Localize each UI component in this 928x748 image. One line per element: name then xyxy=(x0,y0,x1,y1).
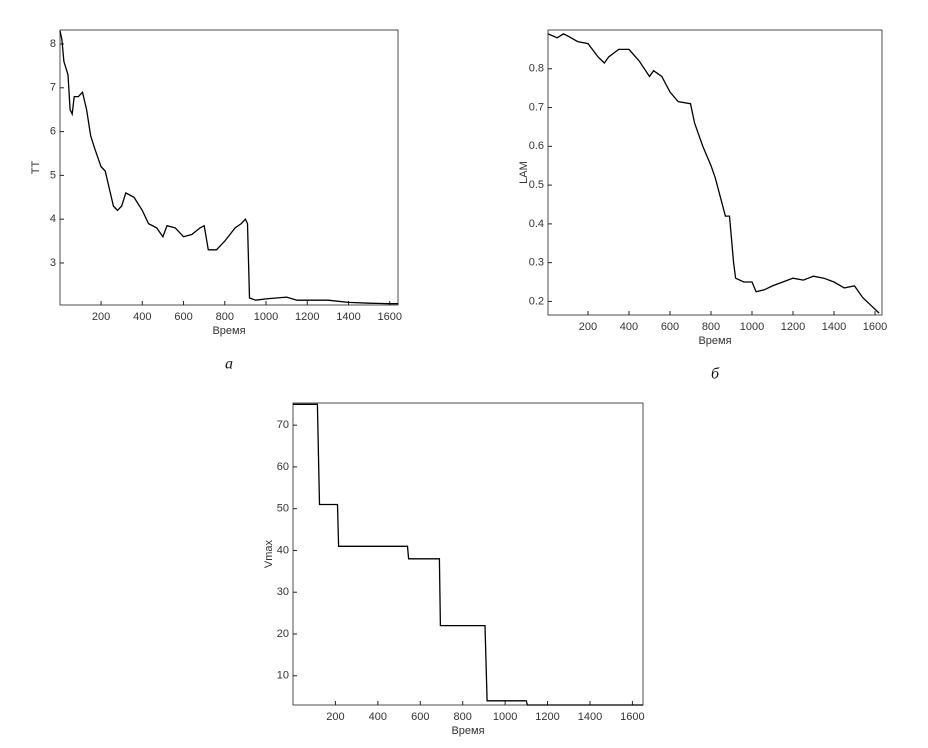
y-tick-label: 20 xyxy=(277,628,289,640)
x-tick-label: 400 xyxy=(369,711,387,723)
x-tick-label: 1200 xyxy=(295,311,319,323)
x-tick-label: 600 xyxy=(661,321,679,333)
caption: а xyxy=(225,356,233,373)
x-tick-label: 1600 xyxy=(863,321,887,333)
y-tick-label: 0.3 xyxy=(529,257,544,269)
y-tick-label: 4 xyxy=(50,213,56,225)
x-tick-label: 1000 xyxy=(740,321,764,333)
y-axis-label: TT xyxy=(30,161,42,175)
y-tick-label: 0.2 xyxy=(529,295,544,307)
y-axis-label: LAM xyxy=(518,161,530,184)
x-tick-label: 1200 xyxy=(781,321,805,333)
y-tick-label: 0.5 xyxy=(529,179,544,191)
y-tick-label: 0.8 xyxy=(529,63,544,75)
y-axis-label: Vmax xyxy=(263,539,275,568)
x-tick-label: 1000 xyxy=(254,311,278,323)
y-tick-label: 50 xyxy=(277,503,289,515)
y-tick-label: 8 xyxy=(50,38,56,50)
y-tick-label: 70 xyxy=(277,419,289,431)
data-line xyxy=(547,33,880,314)
x-tick-label: 200 xyxy=(92,311,110,323)
x-tick-label: 1400 xyxy=(578,711,602,723)
y-tick-label: 10 xyxy=(277,670,289,682)
x-tick-label: 1600 xyxy=(378,311,402,323)
x-tick-label: 400 xyxy=(620,321,638,333)
x-tick-label: 1400 xyxy=(822,321,846,333)
x-tick-label: 600 xyxy=(411,711,429,723)
y-tick-label: 0.4 xyxy=(529,218,544,230)
y-tick-label: 0.6 xyxy=(529,140,544,152)
x-tick-label: 1400 xyxy=(336,311,360,323)
y-tick-label: 5 xyxy=(50,169,56,181)
plot-area xyxy=(59,29,399,306)
x-axis-label: Время xyxy=(698,335,731,347)
x-axis-label: Время xyxy=(212,325,245,337)
x-tick-label: 1200 xyxy=(535,711,559,723)
x-tick-label: 800 xyxy=(216,311,234,323)
y-tick-label: 6 xyxy=(50,125,56,137)
y-tick-label: 40 xyxy=(277,544,289,556)
x-tick-label: 1000 xyxy=(493,711,517,723)
y-tick-label: 7 xyxy=(50,82,56,94)
x-tick-label: 600 xyxy=(174,311,192,323)
y-tick-label: 30 xyxy=(277,586,289,598)
x-tick-label: 400 xyxy=(133,311,151,323)
plot-area xyxy=(292,402,644,706)
x-tick-label: 1600 xyxy=(620,711,644,723)
x-tick-label: 200 xyxy=(326,711,344,723)
y-tick-label: 0.7 xyxy=(529,101,544,113)
y-tick-label: 3 xyxy=(50,257,56,269)
data-line xyxy=(293,403,643,706)
x-tick-label: 800 xyxy=(702,321,720,333)
data-line xyxy=(59,30,398,305)
x-tick-label: 800 xyxy=(454,711,472,723)
y-tick-label: 60 xyxy=(277,461,289,473)
caption: б xyxy=(711,366,720,383)
plot-area xyxy=(547,29,883,316)
x-tick-label: 200 xyxy=(579,321,597,333)
x-axis-label: Время xyxy=(451,725,484,737)
